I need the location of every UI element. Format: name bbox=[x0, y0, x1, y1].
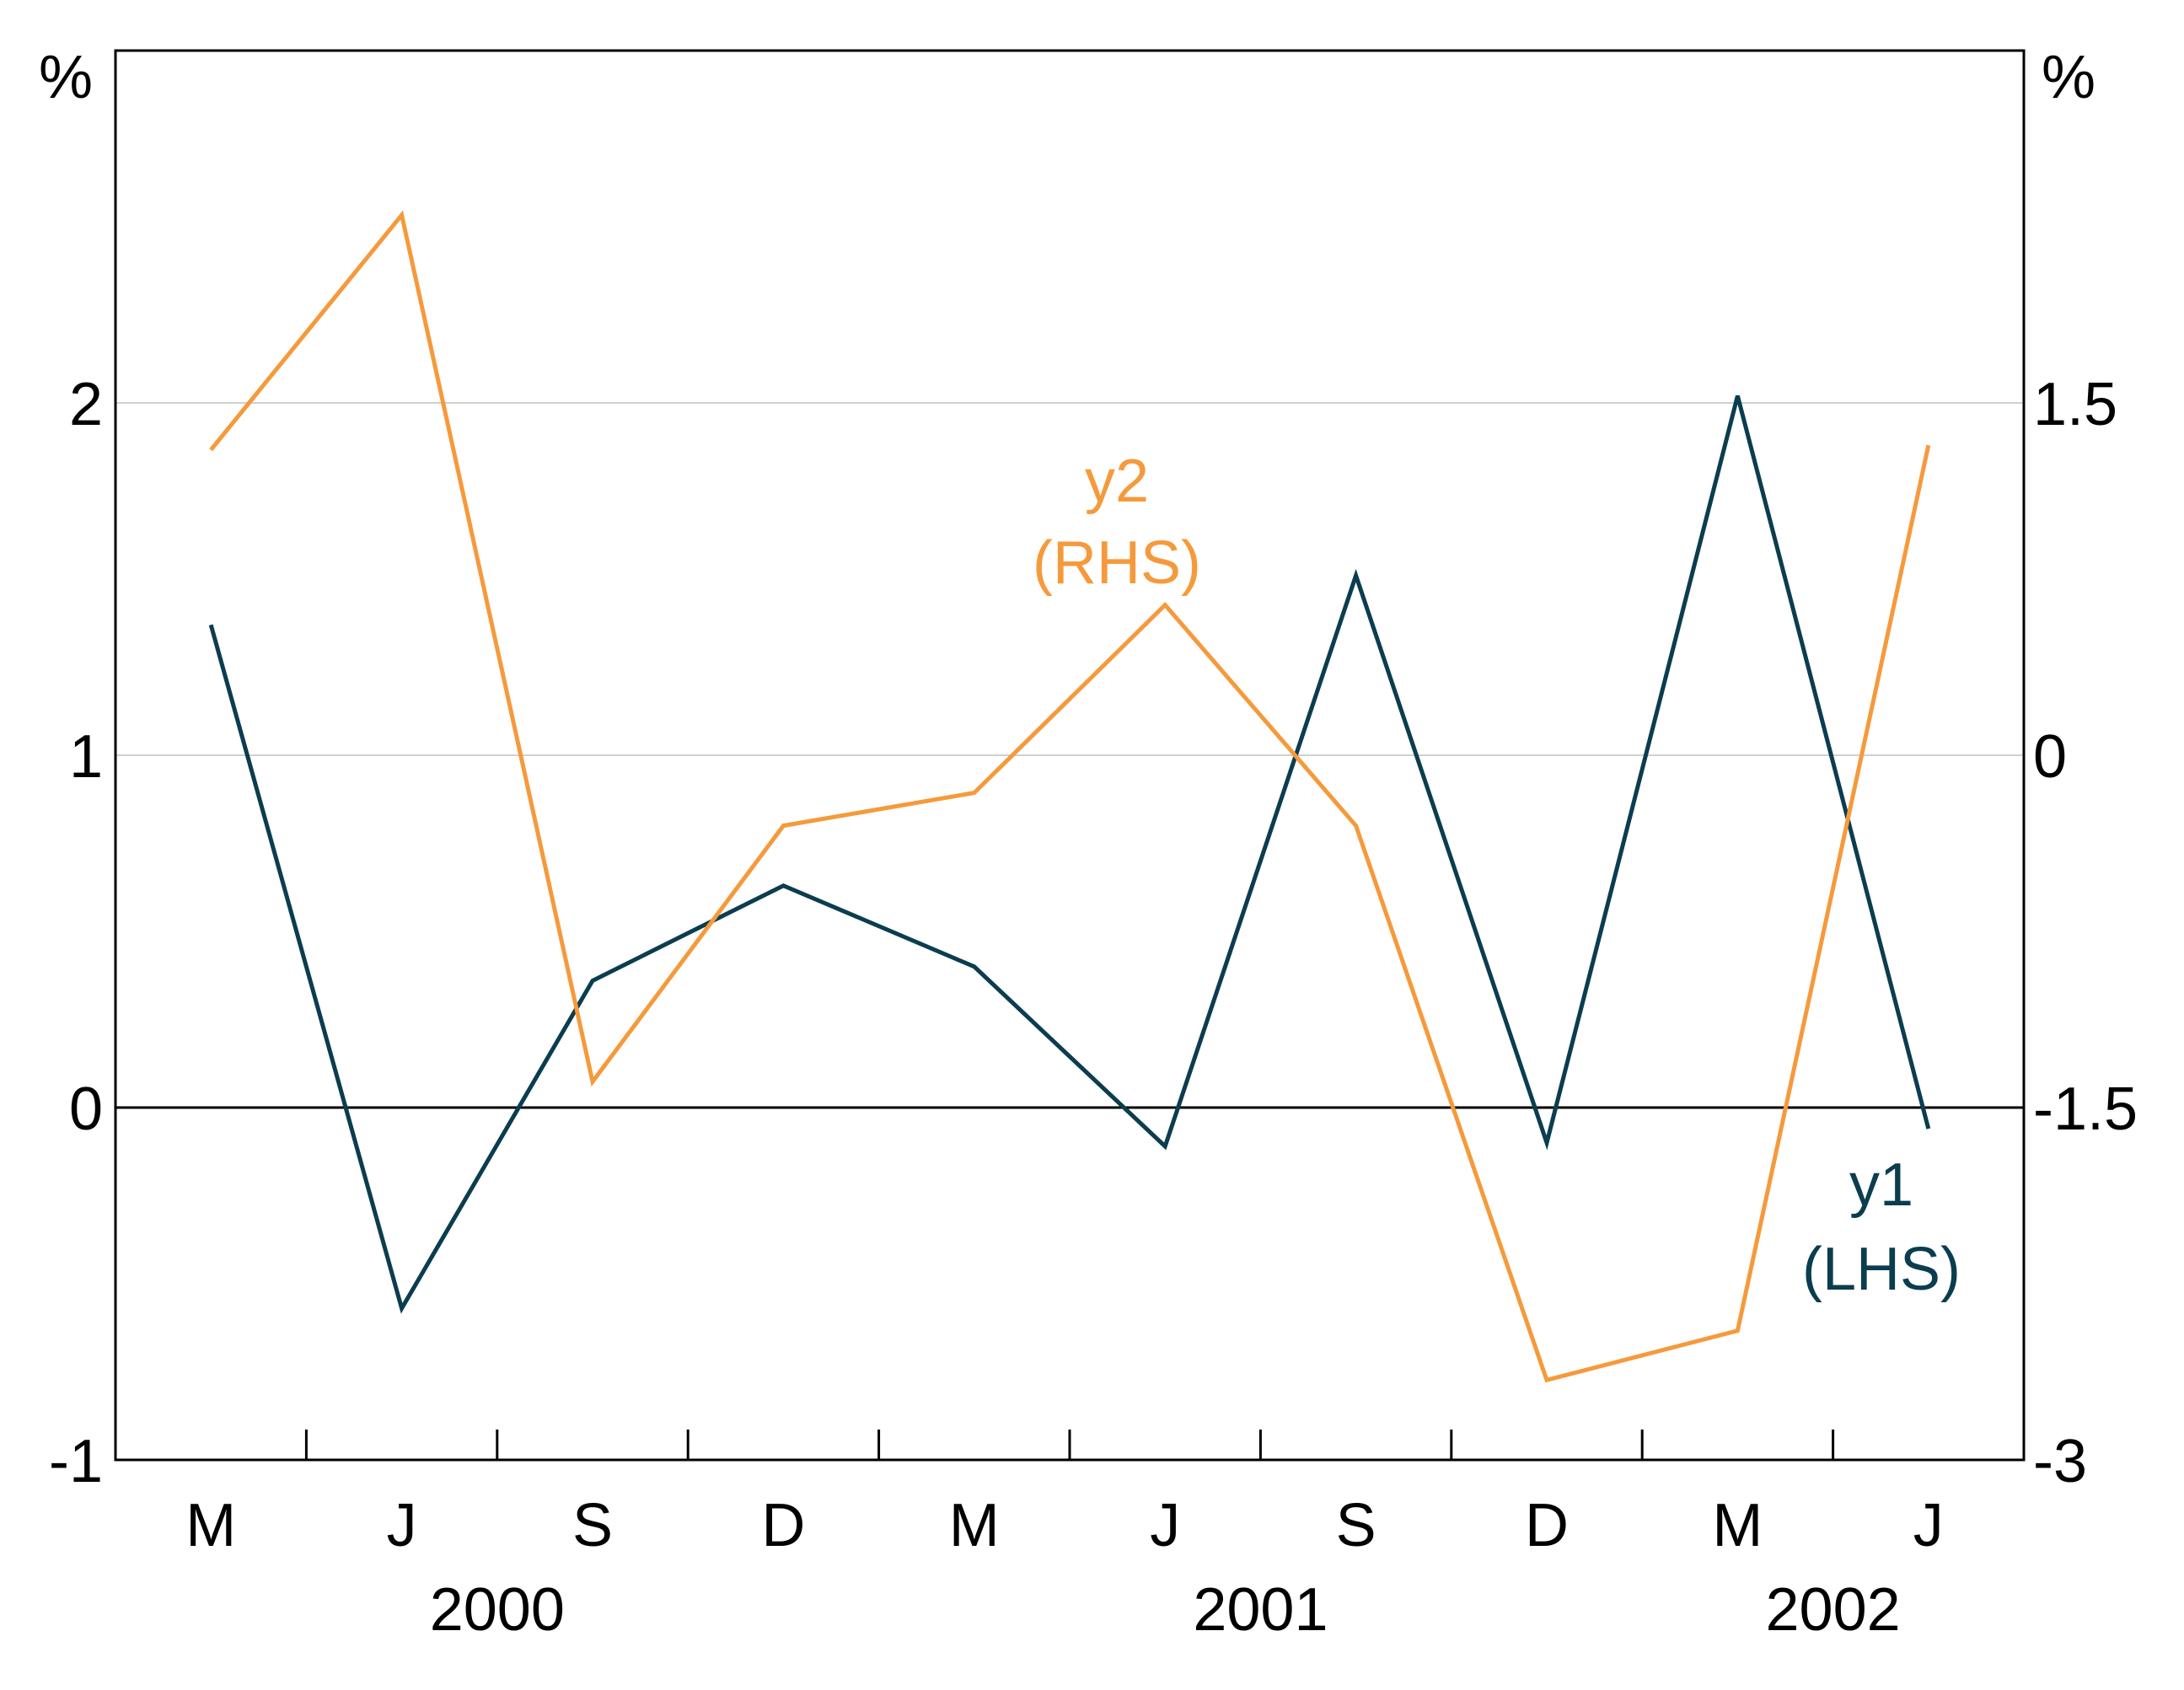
left-axis-tick-labels: 2 1 0 -1 bbox=[49, 371, 103, 1495]
x-axis-ticks bbox=[304, 1430, 1835, 1460]
grid-lines bbox=[115, 402, 2024, 756]
series-y1-line bbox=[208, 394, 1931, 1314]
right-tick-label: -3 bbox=[2033, 1428, 2087, 1495]
x-tick-label: S bbox=[1336, 1492, 1376, 1559]
x-tick-label: D bbox=[1525, 1492, 1569, 1559]
left-tick-label: 1 bbox=[69, 723, 103, 791]
right-axis-unit: % bbox=[2042, 44, 2095, 111]
x-tick-label: M bbox=[1712, 1492, 1763, 1559]
left-tick-label: 0 bbox=[69, 1076, 103, 1143]
x-tick-label: M bbox=[949, 1492, 1000, 1559]
x-tick-label: D bbox=[761, 1492, 805, 1559]
left-axis-unit: % bbox=[39, 44, 93, 111]
right-tick-label: 1.5 bbox=[2033, 371, 2117, 438]
x-tick-label: J bbox=[387, 1492, 417, 1559]
year-label: 2001 bbox=[1193, 1576, 1328, 1644]
series-layer bbox=[208, 210, 1931, 1383]
x-tick-label: M bbox=[185, 1492, 236, 1559]
year-label: 2000 bbox=[430, 1576, 565, 1644]
series-y2-axis-label: (RHS) bbox=[1033, 529, 1201, 597]
series-y1-axis-label: (LHS) bbox=[1802, 1236, 1961, 1303]
right-tick-label: 0 bbox=[2033, 723, 2067, 791]
x-axis-year-labels: 2000 2001 2002 bbox=[430, 1576, 1901, 1644]
series-y2-name-label: y2 bbox=[1085, 448, 1149, 515]
right-tick-label: -1.5 bbox=[2033, 1076, 2138, 1143]
right-axis-tick-labels: 1.5 0 -1.5 -3 bbox=[2033, 371, 2138, 1495]
year-label: 2002 bbox=[1766, 1576, 1901, 1644]
series-y2-line bbox=[209, 210, 1931, 1383]
x-tick-label: J bbox=[1150, 1492, 1180, 1559]
x-tick-label: S bbox=[572, 1492, 613, 1559]
left-tick-label: 2 bbox=[69, 371, 103, 438]
x-tick-label: J bbox=[1913, 1492, 1944, 1559]
left-tick-label: -1 bbox=[49, 1428, 103, 1495]
series-y1-name-label: y1 bbox=[1849, 1151, 1913, 1219]
